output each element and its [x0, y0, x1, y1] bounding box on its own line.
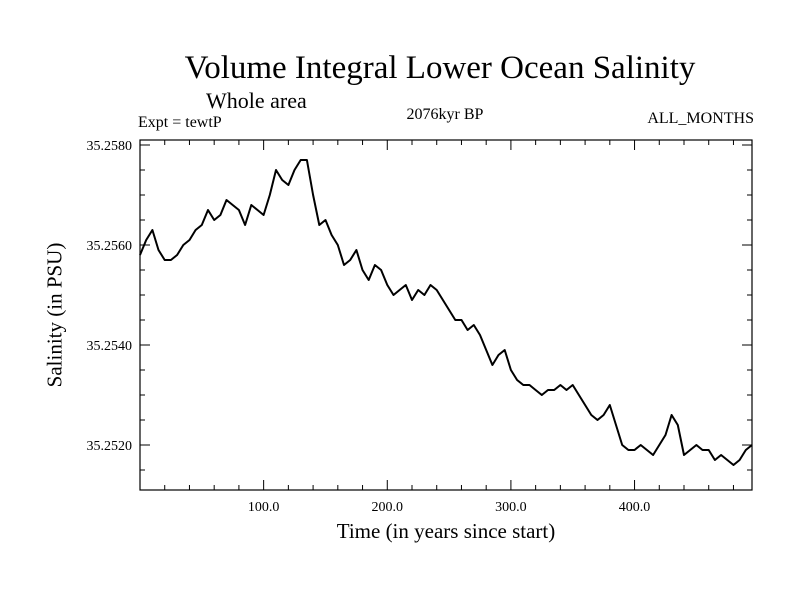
y-tick-label: 35.2540	[87, 339, 133, 354]
chart-subtitle: Whole area	[206, 88, 307, 113]
x-axis-label: Time (in years since start)	[336, 519, 556, 543]
experiment-label: Expt = tewtP	[138, 114, 222, 131]
x-tick-label: 200.0	[372, 500, 404, 515]
x-tick-label: 300.0	[495, 500, 527, 515]
y-tick-label: 35.2520	[87, 439, 133, 454]
y-tick-label: 35.2580	[87, 139, 133, 154]
period-label: 2076kyr BP	[406, 106, 484, 123]
plot-frame	[139, 139, 753, 491]
x-tick-label: 400.0	[619, 500, 651, 515]
y-tick-label: 35.2560	[87, 239, 133, 254]
series-line-salinity	[139, 159, 753, 466]
season-label: ALL_MONTHS	[647, 110, 754, 127]
x-tick-label: 100.0	[248, 500, 280, 515]
chart-title: Volume Integral Lower Ocean Salinity	[184, 50, 696, 86]
